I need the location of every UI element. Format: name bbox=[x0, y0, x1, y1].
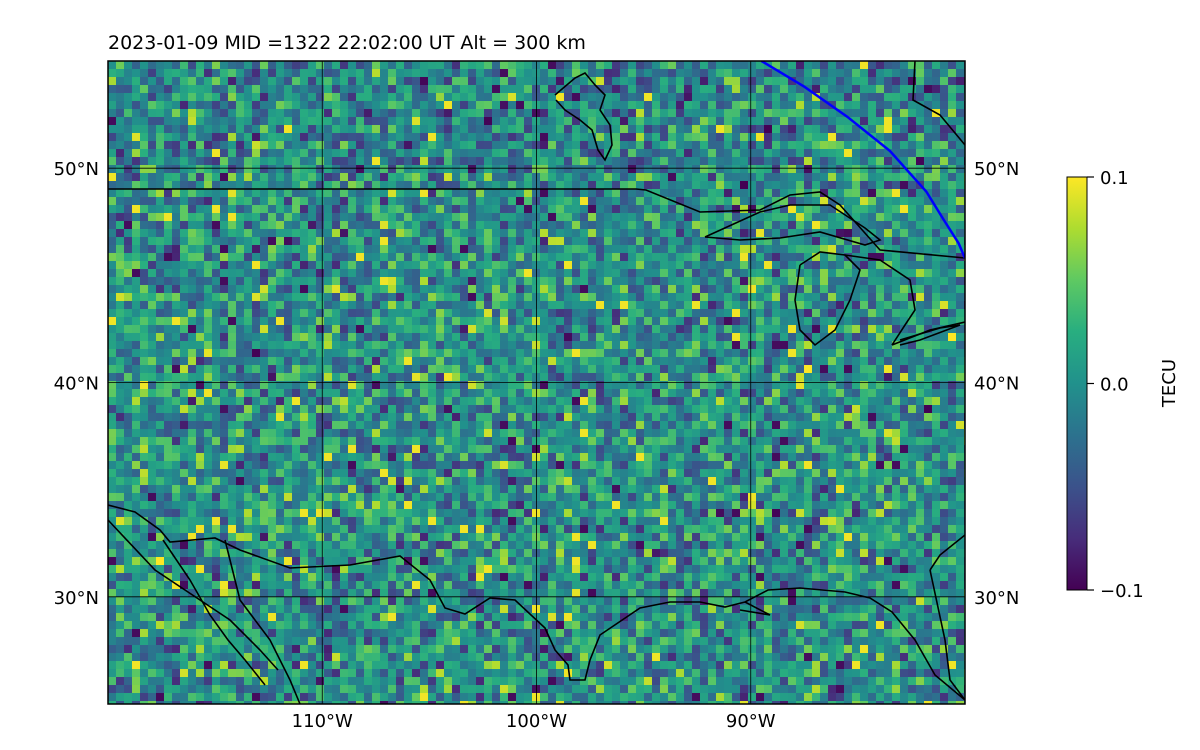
baja-coast bbox=[162, 539, 266, 686]
atlantic-coast bbox=[929, 534, 965, 571]
colorbar-tick-label: 0.0 bbox=[1100, 375, 1129, 396]
map-frame bbox=[107, 60, 966, 705]
overlay-line bbox=[760, 61, 965, 259]
lake-ontario-outline bbox=[899, 324, 961, 346]
x-tick-label: 100°W bbox=[506, 711, 567, 732]
y-tick-label-right: 40°N bbox=[974, 374, 1019, 395]
colorbar-bar bbox=[1066, 176, 1088, 591]
y-tick-label-right: 50°N bbox=[974, 159, 1019, 180]
x-axis-ticks: 110°W 100°W 90°W bbox=[292, 711, 776, 732]
mississippi-delta bbox=[739, 601, 771, 616]
colorbar-label: TECU bbox=[1159, 359, 1180, 408]
heatmap-cells bbox=[108, 61, 965, 704]
y-tick-label-right: 30°N bbox=[974, 588, 1019, 609]
lake-superior-outline bbox=[704, 204, 882, 246]
y-tick-label-left: 40°N bbox=[54, 374, 99, 395]
x-tick-label: 110°W bbox=[292, 711, 353, 732]
gulf-coast-border bbox=[108, 504, 965, 701]
colorbar: 0.1 0.0 −0.1 TECU bbox=[1066, 168, 1180, 602]
florida-coast bbox=[929, 569, 965, 701]
gulf-of-california bbox=[224, 539, 301, 704]
labrador-coast bbox=[912, 61, 965, 146]
colorbar-tick-label: 0.1 bbox=[1100, 168, 1129, 189]
x-tick-label: 90°W bbox=[726, 711, 776, 732]
lake-erie-outline bbox=[891, 321, 965, 346]
mexico-coast-west bbox=[108, 519, 279, 671]
y-tick-label-left: 30°N bbox=[54, 588, 99, 609]
chart-title: 2023-01-09 MID =1322 22:02:00 UT Alt = 3… bbox=[108, 32, 586, 54]
colorbar-tick-label: −0.1 bbox=[1100, 581, 1144, 602]
hudson-bay-coast bbox=[554, 72, 613, 162]
us-canada-border bbox=[108, 188, 965, 259]
overlay-line-group bbox=[760, 61, 965, 259]
y-tick-label-left: 50°N bbox=[54, 159, 99, 180]
gridlines bbox=[108, 61, 965, 704]
lake-michigan-outline bbox=[794, 251, 861, 347]
colorbar-ticks: 0.1 0.0 −0.1 bbox=[1087, 168, 1144, 602]
y-axis-ticks: 50°N 50°N 40°N 40°N 30°N 30°N bbox=[54, 159, 1020, 609]
coastlines bbox=[108, 61, 965, 704]
lake-huron-outline bbox=[844, 254, 916, 346]
